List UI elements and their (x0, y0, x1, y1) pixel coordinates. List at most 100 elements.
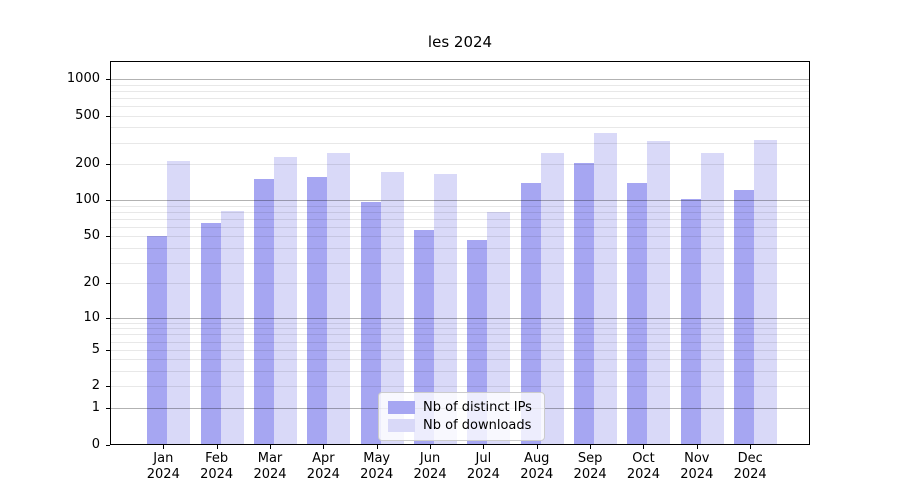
x-tick-mark (643, 444, 645, 449)
x-tick-mark (483, 444, 485, 449)
x-tick-label-aug: Aug 2024 (505, 451, 569, 483)
x-tick-month: Aug (524, 451, 550, 466)
minor-gridline (111, 115, 810, 117)
legend-item-distinct-ips: Nb of distinct IPs (388, 398, 535, 417)
minor-gridline (111, 227, 810, 229)
minor-gridline (111, 84, 810, 86)
bar-downloads-mar (274, 157, 297, 445)
y-tick-mark (106, 407, 110, 409)
x-tick-label-jul: Jul 2024 (451, 451, 515, 483)
chart-title: les 2024 (427, 33, 493, 51)
y-tick-label: 20 (83, 275, 100, 291)
minor-gridline (111, 359, 810, 361)
x-tick-mark (590, 444, 592, 449)
minor-gridline (111, 105, 810, 107)
x-tick-month: Nov (684, 451, 710, 466)
x-tick-label-jun: Jun 2024 (398, 451, 462, 483)
x-tick-label-feb: Feb 2024 (185, 451, 249, 483)
legend-label-distinct-ips: Nb of distinct IPs (423, 399, 532, 415)
x-tick-month: Mar (257, 451, 283, 466)
bar-downloads-jun (434, 173, 458, 445)
y-tick-mark (106, 349, 110, 351)
y-tick-label: 50 (83, 228, 100, 244)
x-tick-label-sep: Sep 2024 (558, 451, 622, 483)
minor-gridline (111, 142, 810, 144)
x-tick-month: Oct (632, 451, 655, 466)
legend: Nb of distinct IPs Nb of downloads (378, 392, 545, 441)
bar-distinct-ips-mar (254, 179, 274, 445)
legend-swatch-downloads (388, 419, 415, 433)
x-tick-year: 2024 (360, 467, 394, 482)
x-tick-mark (270, 444, 271, 449)
minor-gridline (111, 97, 810, 99)
major-gridline (111, 317, 810, 319)
y-tick-label: 1 (91, 399, 100, 415)
x-tick-label-nov: Nov 2024 (665, 451, 729, 483)
plot-frame (110, 60, 810, 445)
y-tick-mark (106, 317, 110, 319)
bar-distinct-ips-dec (734, 189, 755, 445)
bar-distinct-ips-feb (200, 222, 221, 445)
bar-distinct-ips-may (360, 201, 381, 445)
x-tick-year: 2024 (680, 467, 714, 482)
x-tick-month: Feb (205, 451, 229, 466)
legend-item-downloads: Nb of downloads (388, 417, 535, 436)
y-tick-mark (106, 386, 110, 388)
bar-downloads-aug (540, 153, 564, 445)
y-tick-mark (106, 163, 110, 165)
y-tick-label: 100 (75, 192, 100, 208)
x-tick-month: Dec (737, 451, 763, 466)
minor-gridline (111, 349, 810, 351)
x-tick-year: 2024 (253, 467, 287, 482)
minor-gridline (111, 236, 810, 238)
minor-gridline (111, 205, 810, 207)
bar-downloads-dec (754, 139, 778, 445)
x-tick-label-mar: Mar 2024 (238, 451, 302, 483)
y-tick-label: 200 (75, 155, 100, 171)
y-tick-mark (106, 200, 110, 202)
x-tick-mark (323, 444, 325, 449)
x-tick-year: 2024 (573, 467, 607, 482)
legend-label-downloads: Nb of downloads (423, 418, 532, 434)
bar-downloads-sep (594, 133, 618, 445)
x-tick-month: Jul (475, 451, 492, 466)
bar-distinct-ips-oct (627, 182, 648, 445)
minor-gridline (111, 283, 810, 285)
x-tick-mark (376, 444, 378, 449)
y-tick-label: 1000 (66, 71, 100, 86)
minor-gridline (111, 371, 810, 373)
x-tick-mark (696, 444, 698, 449)
y-tick-mark (106, 115, 110, 117)
x-tick-year: 2024 (413, 467, 447, 482)
y-tick-mark (106, 283, 110, 285)
bar-distinct-ips-aug (520, 182, 541, 445)
minor-gridline (111, 322, 810, 324)
x-tick-month: May (363, 451, 391, 466)
y-tick-mark (106, 236, 110, 238)
bar-distinct-ips-jan (147, 236, 168, 445)
x-tick-mark (750, 444, 752, 449)
major-gridline (111, 79, 810, 80)
x-tick-year: 2024 (733, 467, 767, 482)
minor-gridline (111, 328, 810, 330)
y-tick-mark (106, 79, 110, 80)
minor-gridline (111, 90, 810, 92)
y-tick-label: 5 (91, 341, 100, 357)
x-tick-label-may: May 2024 (345, 451, 409, 483)
minor-gridline (111, 386, 810, 388)
x-tick-label-jan: Jan 2024 (131, 451, 195, 483)
x-tick-mark (536, 444, 538, 449)
x-tick-month: Apr (312, 451, 335, 466)
bar-downloads-nov (700, 153, 724, 445)
legend-swatch-distinct-ips (388, 400, 415, 414)
minor-gridline (111, 127, 810, 129)
x-tick-year: 2024 (520, 467, 554, 482)
minor-gridline (111, 248, 810, 250)
minor-gridline (111, 163, 810, 165)
bar-downloads-feb (220, 210, 244, 445)
x-tick-year: 2024 (466, 467, 500, 482)
y-tick-label: 500 (75, 107, 100, 123)
y-tick-label: 0 (91, 436, 100, 452)
